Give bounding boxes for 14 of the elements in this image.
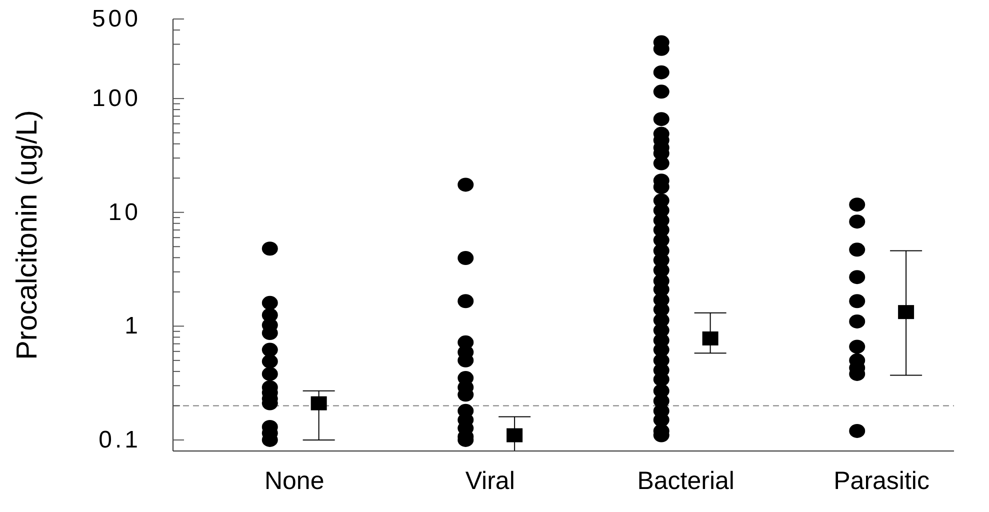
y-tick-label: 10 [108, 198, 141, 226]
x-tick-label: Parasitic [834, 467, 930, 495]
point [506, 428, 523, 442]
y-tick-label: 0.1 [98, 426, 141, 454]
y-axis-title: Procalcitonin (ug/L) [11, 110, 44, 360]
x-tick-label: Viral [465, 467, 515, 495]
x-tick-label: None [264, 467, 324, 495]
x-tick-label: Bacterial [637, 467, 734, 495]
point [702, 331, 718, 346]
y-tick-label: 500 [92, 6, 141, 32]
point [898, 305, 914, 320]
y-tick-label: 1 [124, 312, 141, 340]
y-tick-label: 100 [92, 85, 141, 112]
point [310, 396, 327, 410]
